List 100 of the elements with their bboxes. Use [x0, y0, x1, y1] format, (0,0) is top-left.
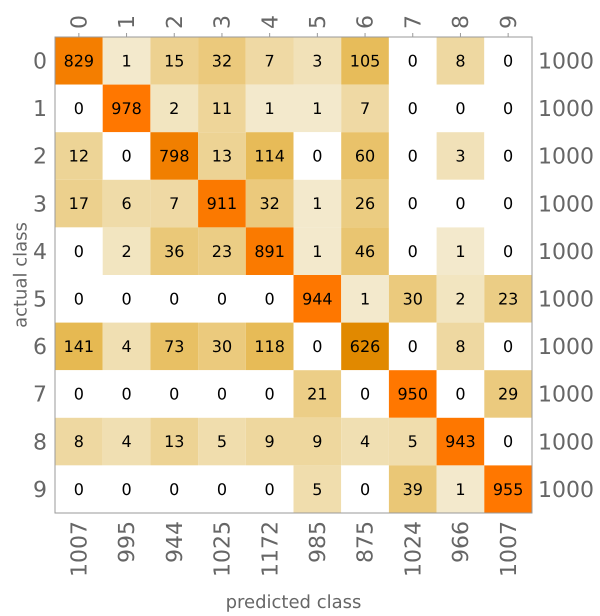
x-tick-label: 6: [354, 15, 379, 29]
data-label: 0: [121, 480, 132, 499]
data-label: 39: [402, 480, 423, 499]
data-label: 1: [312, 99, 322, 118]
x-tick-label: 0: [68, 15, 93, 29]
data-label: 978: [111, 99, 142, 118]
data-label: 73: [164, 337, 184, 356]
data-label: 0: [503, 99, 514, 118]
data-label: 7: [264, 51, 275, 70]
data-label: 0: [264, 384, 275, 404]
x-tick-label: 7: [401, 15, 426, 29]
data-label: 13: [164, 432, 184, 452]
data-label: 141: [64, 337, 94, 356]
data-label: 0: [216, 289, 228, 308]
data-label: 32: [212, 51, 232, 70]
data-label: 0: [121, 146, 132, 166]
data-label: 0: [408, 99, 418, 118]
data-label: 7: [169, 194, 180, 214]
data-label: 0: [312, 337, 322, 356]
data-label: 0: [408, 337, 418, 356]
x-tick-label: 1: [115, 15, 140, 29]
y-tick-label: 1: [33, 97, 47, 122]
data-label: 0: [74, 242, 84, 261]
text: 1007: [68, 521, 93, 577]
data-label: 30: [402, 289, 423, 308]
y2-tick-label: 1000: [538, 192, 594, 218]
data-label: 0: [74, 99, 84, 118]
data-label: 950: [397, 384, 428, 404]
data-label: 26: [354, 194, 376, 214]
data-label: 0: [503, 432, 514, 452]
data-label: 3: [312, 51, 322, 70]
y2-tick-label: 1000: [538, 240, 594, 265]
data-label: 0: [503, 242, 514, 261]
data-label: 0: [216, 480, 228, 499]
x-tick-label: 5: [306, 15, 332, 29]
data-label: 2: [455, 289, 466, 308]
data-label: 12: [68, 146, 90, 166]
data-label: 911: [206, 194, 238, 214]
data-label: 1: [455, 242, 466, 261]
y2-tick-label: 1000: [538, 288, 594, 312]
data-label: 0: [503, 337, 514, 356]
data-label: 0: [455, 99, 466, 118]
data-label: 798: [158, 146, 190, 166]
data-label: 0: [216, 384, 228, 404]
y-tick-label: 0: [33, 50, 47, 74]
data-label: 0: [169, 289, 180, 308]
data-label: 0: [408, 146, 418, 166]
y2-tick-label: 1000: [538, 50, 594, 74]
data-label: 0: [455, 384, 466, 404]
data-label: 5: [312, 480, 322, 499]
x-tick-label: 3: [210, 15, 236, 29]
y-tick-label: 5: [33, 288, 47, 312]
data-label: 21: [307, 384, 328, 404]
data-label: 5: [216, 432, 228, 452]
data-label: 0: [169, 480, 180, 499]
data-label: 1: [312, 194, 322, 214]
text: 1172: [258, 521, 284, 577]
data-label: 829: [64, 51, 94, 70]
y-tick-label: 2: [33, 144, 47, 170]
data-label: 6: [121, 194, 132, 214]
data-label: 32: [259, 194, 280, 214]
x-tick-label: 2: [162, 15, 188, 29]
data-label: 13: [212, 146, 232, 166]
data-label: 944: [302, 289, 333, 308]
y2-tick-label: 1000: [538, 97, 594, 122]
data-label: 8: [455, 51, 466, 70]
y-axis-title: actual class: [10, 222, 32, 328]
data-label: 0: [360, 384, 370, 404]
data-label: 0: [312, 146, 322, 166]
y-tick-label: 7: [33, 382, 47, 408]
data-label: 0: [74, 289, 84, 308]
data-label: 9: [264, 432, 275, 452]
data-label: 0: [121, 384, 132, 404]
data-label: 891: [254, 242, 285, 261]
data-label: 0: [360, 480, 370, 499]
data-label: 0: [169, 384, 180, 404]
data-label: 0: [121, 289, 132, 308]
data-label: 0: [74, 480, 84, 499]
data-label: 23: [498, 289, 518, 308]
y2-tick-label: 1000: [538, 478, 594, 503]
data-label: 0: [503, 146, 514, 166]
text: 1007: [496, 521, 522, 577]
data-label: 5: [408, 432, 418, 452]
data-label: 0: [408, 51, 418, 70]
data-label: 4: [360, 432, 370, 452]
x-tick-label: 4: [258, 15, 284, 29]
y-tick-label: 6: [33, 335, 47, 360]
data-label: 943: [445, 432, 476, 452]
data-label: 4: [121, 432, 132, 452]
data-label: 2: [169, 99, 180, 118]
data-label: 7: [360, 99, 370, 118]
text: 985: [306, 521, 332, 563]
y2-tick-label: 1000: [538, 144, 594, 170]
data-label: 105: [350, 51, 380, 70]
data-label: 23: [212, 242, 232, 261]
text: 966: [449, 521, 474, 563]
text: 995: [115, 521, 140, 563]
data-label: 955: [492, 480, 524, 499]
data-label: 36: [164, 242, 184, 261]
data-label: 0: [503, 194, 514, 214]
